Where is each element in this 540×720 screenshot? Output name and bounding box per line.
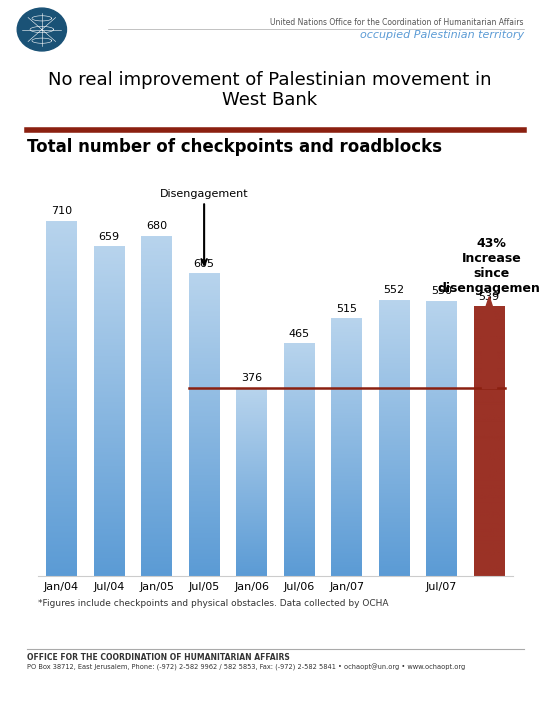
Text: 550: 550 <box>431 287 452 296</box>
Text: Total number of checkpoints and roadblocks: Total number of checkpoints and roadbloc… <box>27 138 442 156</box>
Text: 605: 605 <box>194 258 214 269</box>
Text: No real improvement of Palestinian movement in
West Bank: No real improvement of Palestinian movem… <box>48 71 492 109</box>
Polygon shape <box>476 297 502 337</box>
Text: 552: 552 <box>383 285 405 295</box>
Text: 539: 539 <box>478 292 500 302</box>
Text: occupied Palestinian territory: occupied Palestinian territory <box>360 30 524 40</box>
Text: 465: 465 <box>288 329 310 338</box>
Text: PO Box 38712, East Jerusalem, Phone: (-972) 2-582 9962 / 582 5853, Fax: (-972) 2: PO Box 38712, East Jerusalem, Phone: (-9… <box>27 664 465 671</box>
Text: OFFICE FOR THE COORDINATION OF HUMANITARIAN AFFAIRS: OFFICE FOR THE COORDINATION OF HUMANITAR… <box>27 653 290 662</box>
Text: Disengagement: Disengagement <box>160 189 248 199</box>
Text: 43%
Increase
since
disengagement: 43% Increase since disengagement <box>437 238 540 295</box>
Text: 659: 659 <box>98 232 120 242</box>
Text: 376: 376 <box>241 373 262 383</box>
Text: 710: 710 <box>51 207 72 216</box>
Circle shape <box>17 8 66 51</box>
Text: *Figures include checkpoints and physical obstacles. Data collected by OCHA: *Figures include checkpoints and physica… <box>38 599 388 608</box>
Text: 515: 515 <box>336 304 357 314</box>
Text: United Nations Office for the Coordination of Humanitarian Affairs: United Nations Office for the Coordinati… <box>271 18 524 27</box>
Text: 680: 680 <box>146 221 167 231</box>
